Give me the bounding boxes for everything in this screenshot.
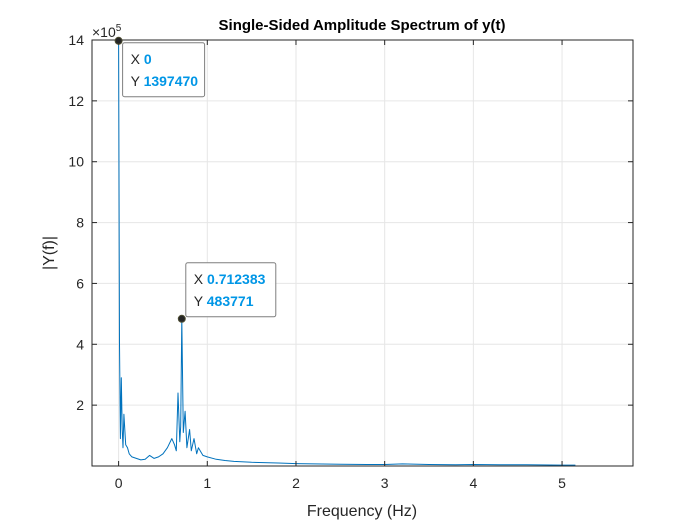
datatip-y-row: Y 483771 (194, 293, 254, 309)
datatip-marker[interactable] (177, 314, 186, 323)
y-axis-ticks: 2 4 6 8 10 12 14 (68, 32, 633, 413)
x-tick-label: 0 (115, 475, 123, 491)
plot-area (92, 40, 633, 466)
y-exponent-label: ×105 (92, 23, 122, 40)
x-axis-label: Frequency (Hz) (307, 503, 417, 520)
datatip-box (185, 262, 277, 318)
datatip-x-key: X (194, 271, 207, 287)
axes-box (91, 39, 634, 467)
y-tick-label: 6 (76, 275, 84, 291)
y-tick-label: 14 (68, 32, 84, 48)
y-tick-label: 12 (68, 93, 84, 109)
y-tick-label: 10 (68, 154, 84, 170)
y-tick-label: 8 (76, 215, 84, 231)
datatip-x-value: 0 (144, 51, 152, 67)
datatip-y-value: 1397470 (144, 73, 199, 89)
datatip-box (122, 42, 206, 98)
x-tick-label: 1 (203, 475, 211, 491)
chart-title: Single-Sided Amplitude Spectrum of y(t) (219, 17, 506, 34)
datatip-x-value: 0.712383 (207, 271, 266, 287)
datatip-y-row: Y 1397470 (131, 73, 199, 89)
x-tick-label: 5 (558, 475, 566, 491)
datatip-x-row: X 0.712383 (194, 271, 266, 287)
datatip-y-value: 483771 (207, 293, 254, 309)
y-axis-label: |Y(f)| (41, 236, 58, 270)
datatip-x-row: X 0 (131, 51, 152, 67)
x-tick-label: 2 (292, 475, 300, 491)
y-tick-label: 4 (76, 336, 84, 352)
datatip-x-key: X (131, 51, 144, 67)
datatip-marker[interactable] (114, 36, 123, 45)
datatip[interactable]: X 0Y 1397470 (114, 36, 206, 98)
datatip-y-key: Y (194, 293, 207, 309)
x-axis-ticks: 0 1 2 3 4 5 (115, 40, 566, 491)
y-tick-label: 2 (76, 397, 84, 413)
spectrum-line (118, 40, 576, 466)
x-tick-label: 4 (469, 475, 477, 491)
datatip-y-key: Y (131, 73, 144, 89)
x-tick-label: 3 (381, 475, 389, 491)
spectrum-series (118, 40, 576, 466)
